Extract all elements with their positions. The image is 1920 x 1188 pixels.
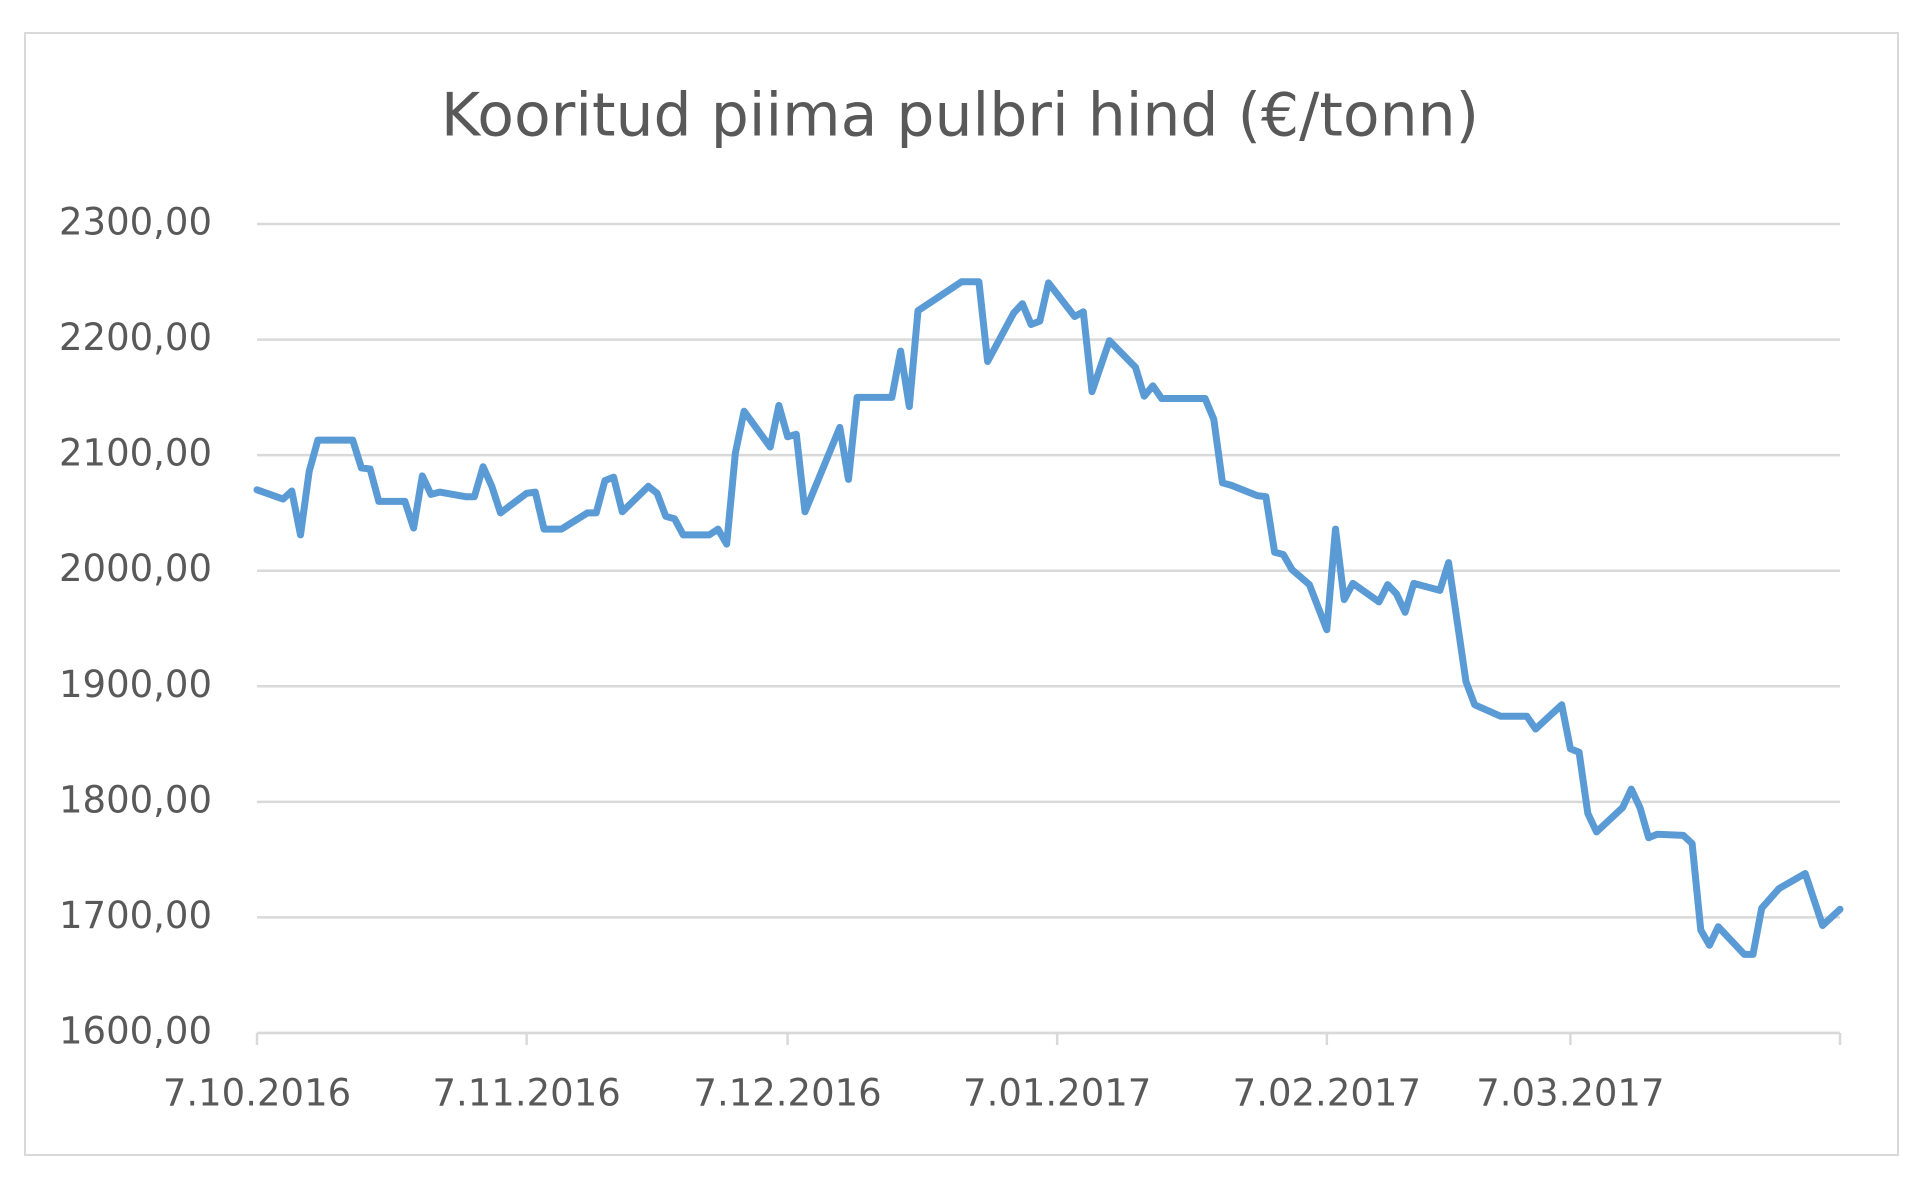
x-tick-label: 7.12.2016 — [693, 1072, 881, 1115]
y-tick-label: 1900,00 — [59, 663, 212, 706]
x-tick-label: 7.10.2016 — [163, 1072, 351, 1115]
y-tick-label: 1700,00 — [59, 894, 212, 937]
y-tick-label: 2000,00 — [59, 547, 212, 590]
x-tick-label: 7.02.2017 — [1233, 1072, 1421, 1115]
y-tick-label: 2200,00 — [59, 316, 212, 359]
chart-border — [24, 32, 1899, 1156]
x-tick-label: 7.01.2017 — [963, 1072, 1151, 1115]
x-tick-label: 7.11.2016 — [432, 1072, 620, 1115]
chart-title: Kooritud piima pulbri hind (€/tonn) — [441, 81, 1479, 151]
line-series — [253, 278, 1844, 958]
x-tick-label: 7.03.2017 — [1476, 1072, 1664, 1115]
y-tick-label: 1800,00 — [59, 778, 212, 821]
y-tick-label: 2300,00 — [59, 201, 212, 244]
y-tick-label: 2100,00 — [59, 432, 212, 475]
y-tick-label: 1600,00 — [59, 1010, 212, 1053]
